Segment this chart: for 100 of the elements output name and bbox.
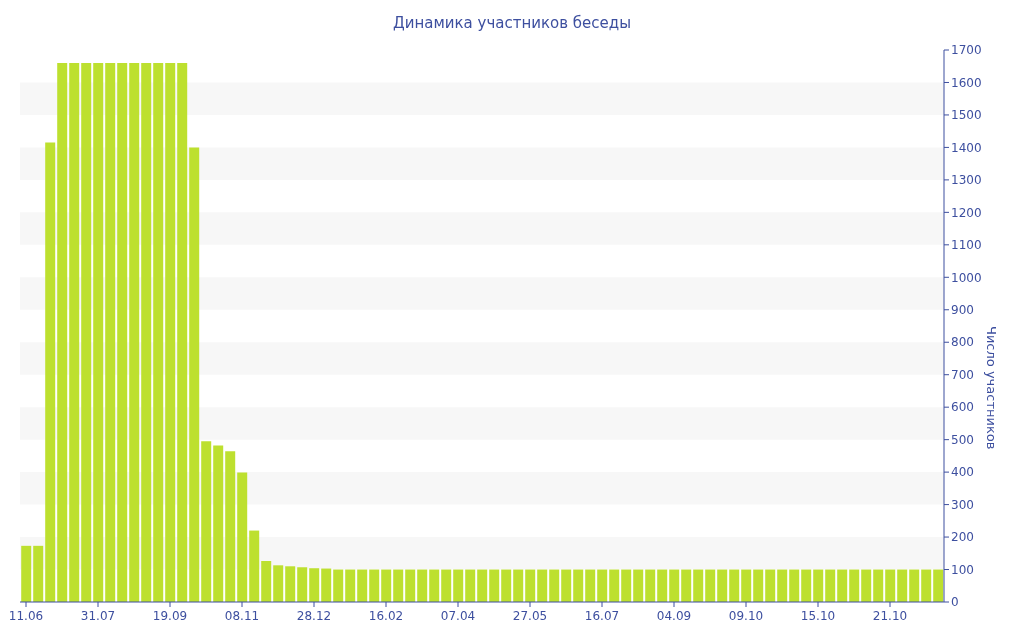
x-tick-label: 09.10 (728, 609, 764, 623)
bar (309, 568, 320, 602)
y-tick-label: 600 (951, 400, 974, 415)
bar (501, 569, 512, 602)
x-tick-label: 21.10 (872, 609, 908, 623)
y-tick-label: 1400 (951, 140, 982, 155)
bar (357, 569, 368, 602)
y-tick-label: 1100 (951, 238, 982, 253)
bar (645, 569, 656, 602)
bar (237, 472, 248, 602)
bar (633, 569, 644, 602)
bar (81, 62, 92, 602)
bar (597, 569, 608, 602)
x-tick-label: 15.10 (800, 609, 836, 623)
x-tick-label: 07.04 (440, 609, 476, 623)
bar (933, 569, 944, 602)
bar (621, 569, 632, 602)
y-tick-label: 500 (951, 432, 974, 447)
bar (273, 565, 284, 602)
bar (765, 569, 776, 602)
x-tick-label: 16.07 (584, 609, 620, 623)
bar (393, 569, 404, 602)
bar (297, 567, 308, 602)
bar (201, 441, 212, 602)
bar (417, 569, 428, 602)
x-tick-label: 16.02 (368, 609, 404, 623)
y-tick-label: 700 (951, 367, 974, 382)
bar (705, 569, 716, 602)
chart-title: Динамика участников беседы (391, 13, 632, 34)
bar (921, 569, 932, 602)
bar (453, 569, 464, 602)
y-tick-label: 1300 (951, 173, 982, 188)
bar (669, 569, 680, 602)
bar (213, 445, 224, 602)
y-tick-label: 900 (951, 303, 974, 318)
bar (681, 569, 692, 602)
bar (261, 561, 272, 602)
x-tick-label: 19.09 (152, 609, 188, 623)
y-tick-label: 1000 (951, 270, 982, 285)
x-tick-label: 31.07 (80, 609, 116, 623)
y-tick-label: 100 (951, 562, 974, 577)
bar (249, 530, 260, 602)
bar (369, 569, 380, 602)
y-tick-label: 1500 (951, 108, 982, 123)
x-tick-label: 27.05 (512, 609, 548, 623)
bar (69, 62, 80, 602)
bar (753, 569, 764, 602)
bar (129, 62, 140, 602)
bar (789, 569, 800, 602)
bar (909, 569, 920, 602)
bar (441, 569, 452, 602)
bar (225, 451, 236, 602)
bar (813, 569, 824, 602)
bar (777, 569, 788, 602)
bar (21, 545, 32, 602)
bar (33, 545, 44, 602)
bar (345, 569, 356, 602)
bar (741, 569, 752, 602)
y-tick-label: 1700 (951, 43, 982, 58)
y-tick-label: 1600 (951, 75, 982, 90)
y-tick-label: 300 (951, 497, 974, 512)
bar (849, 569, 860, 602)
bar (93, 62, 104, 602)
bar (657, 569, 668, 602)
y-tick-label: 1200 (951, 205, 982, 220)
bar (465, 569, 476, 602)
bar (189, 147, 200, 602)
y-tick-label: 0 (951, 595, 959, 610)
bar (873, 569, 884, 602)
x-tick-label: 08.11 (224, 609, 260, 623)
bar (729, 569, 740, 602)
x-tick-label: 11.06 (8, 609, 44, 623)
bar (321, 568, 332, 602)
bar (561, 569, 572, 602)
bar (489, 569, 500, 602)
bar (117, 62, 128, 602)
y-tick-label: 400 (951, 465, 974, 480)
bar (549, 569, 560, 602)
bar (153, 62, 164, 602)
x-tick-label: 04.09 (656, 609, 692, 623)
y-tick-label: 800 (951, 335, 974, 350)
bar (585, 569, 596, 602)
bar (801, 569, 812, 602)
bar (285, 566, 296, 602)
y-axis-title: Число участников (984, 326, 1000, 450)
bar (429, 569, 440, 602)
bar (105, 62, 116, 602)
bar (825, 569, 836, 602)
bar (693, 569, 704, 602)
bar (381, 569, 392, 602)
bar (141, 62, 152, 602)
bar (333, 569, 344, 602)
bar (165, 62, 176, 602)
bar (45, 142, 56, 602)
x-tick-label: 28.12 (296, 609, 332, 623)
bar (897, 569, 908, 602)
bar (717, 569, 728, 602)
bar (57, 62, 68, 602)
y-tick-label: 200 (951, 530, 974, 545)
bar (861, 569, 872, 602)
